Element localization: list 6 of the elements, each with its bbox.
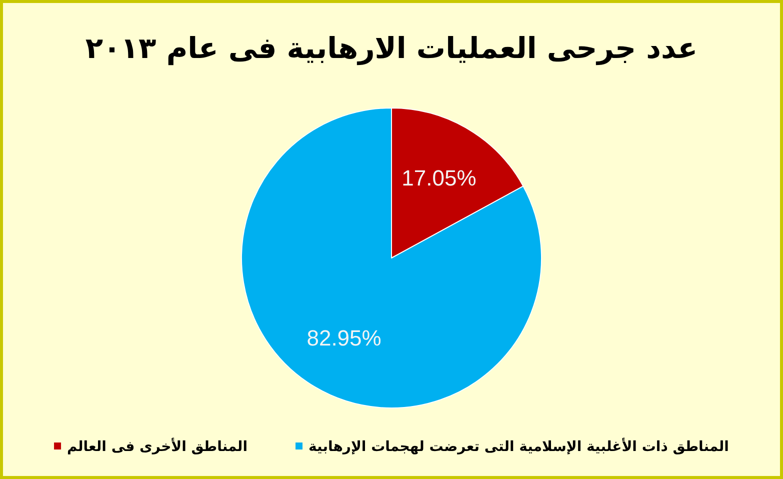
pie-slice	[241, 108, 542, 408]
data-label: 82.95%	[306, 325, 382, 350]
data-label: 17.05%	[402, 166, 476, 191]
legend-label: المناطق ذات الأغلبية الإسلامية التى تعرضت لهجمات الإرهابية	[308, 437, 729, 455]
chart-title: عدد جرحى العمليات الارهابية فى عام ٢٠١٣	[85, 31, 698, 66]
legend-label: المناطق الأخرى فى العالم	[67, 437, 248, 455]
